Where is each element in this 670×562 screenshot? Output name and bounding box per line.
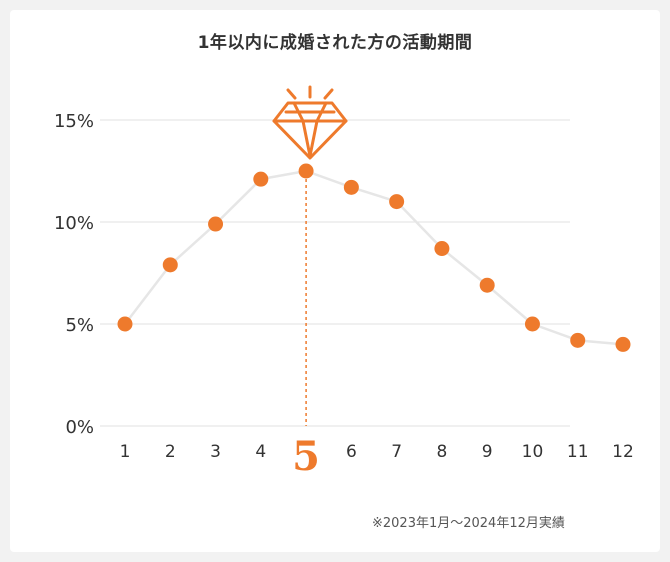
x-tick-label: 2 [165, 442, 176, 462]
data-point [389, 194, 405, 210]
x-tick-label: 8 [436, 442, 447, 462]
grid-lines [100, 119, 570, 427]
x-tick-label: 6 [346, 442, 357, 462]
x-tick-label: 1 [120, 442, 131, 462]
x-tick-label: 3 [210, 442, 221, 462]
data-point [298, 163, 314, 179]
series-line-group [124, 169, 624, 346]
data-point [479, 277, 495, 293]
x-tick-label: 4 [255, 442, 266, 462]
chart-title: 1年以内に成婚された方の活動期間 [197, 33, 473, 53]
x-tick-label-highlight: 5 [292, 433, 320, 480]
data-point [208, 216, 224, 232]
data-point [434, 241, 450, 257]
y-axis-ticks: 0% 5% 10% 15% [54, 111, 94, 438]
y-tick-label: 10% [54, 213, 94, 234]
x-tick-label: 11 [567, 442, 589, 462]
data-point [524, 316, 540, 332]
x-tick-label: 10 [522, 442, 544, 462]
x-tick-label: 9 [482, 442, 493, 462]
data-points [117, 163, 631, 352]
diamond-icon [272, 85, 348, 160]
footnote: ※2023年1月〜2024年12月実績 [372, 516, 565, 531]
data-point [162, 257, 178, 273]
chart-card [10, 10, 660, 552]
data-point [570, 332, 586, 348]
data-point [343, 179, 359, 195]
x-axis-ticks: 1 2 3 4 5 6 7 8 9 10 11 12 [120, 433, 634, 480]
y-tick-label: 5% [65, 315, 94, 336]
x-tick-label: 7 [391, 442, 402, 462]
y-tick-label: 15% [54, 111, 94, 132]
data-point [117, 316, 133, 332]
data-point [253, 171, 269, 187]
x-tick-label: 12 [612, 442, 634, 462]
series-line [124, 169, 624, 346]
y-tick-label: 0% [65, 417, 94, 438]
data-point [615, 336, 631, 352]
